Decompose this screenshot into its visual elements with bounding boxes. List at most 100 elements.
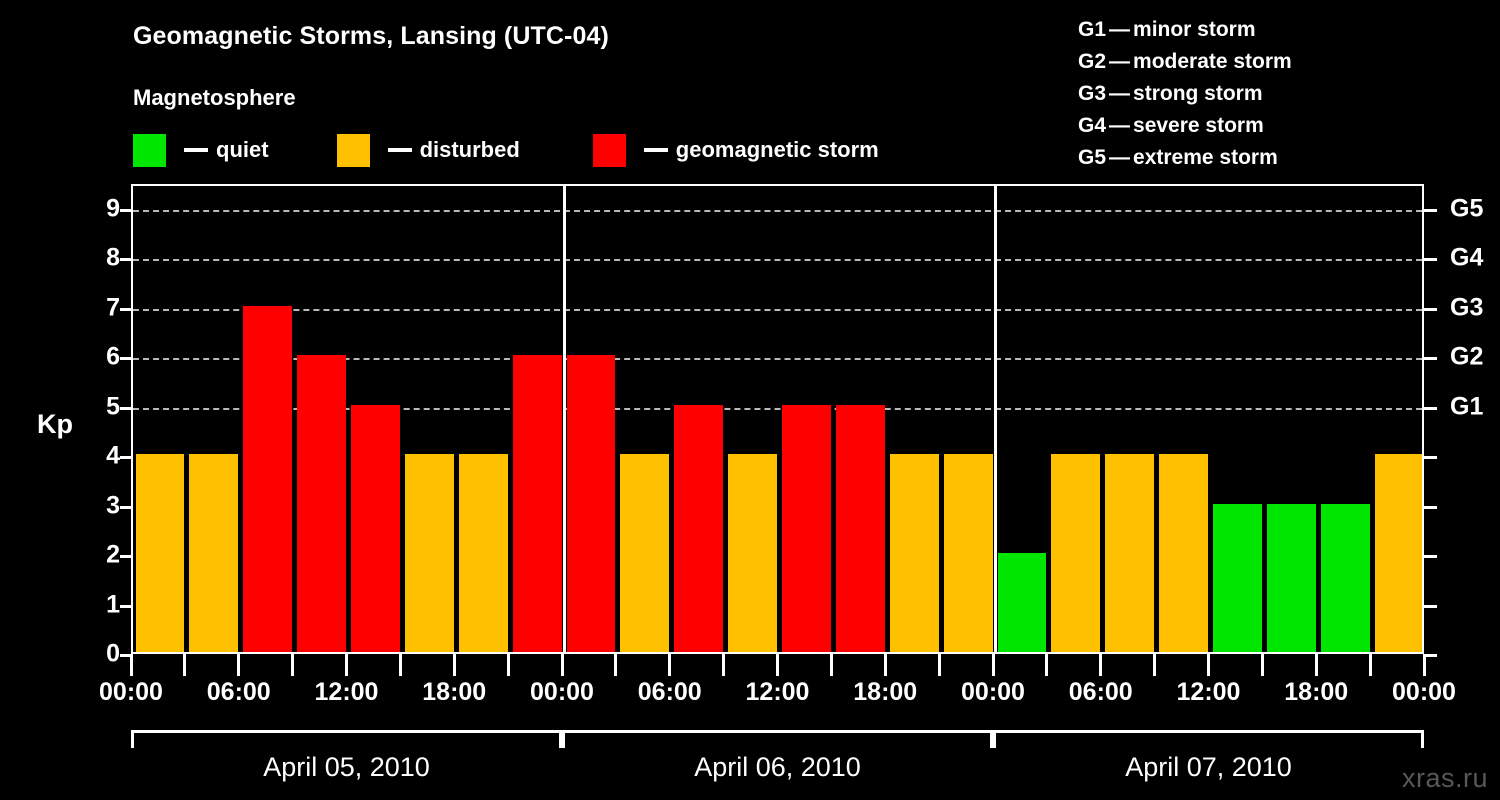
g-legend-row-g4: G4 — severe storm [1078,110,1292,142]
bar[interactable] [1374,454,1422,652]
legend-item-storm[interactable]: geomagnetic storm [592,132,879,168]
legend-label-quiet: quiet [216,137,269,162]
g-axis-tick-mark [1424,555,1437,559]
bar[interactable] [1051,454,1101,652]
legend-dash-icon [184,148,208,152]
watermark: xras.ru [1401,763,1488,793]
bar[interactable] [458,454,508,652]
g-legend-code: G1 [1078,18,1107,41]
x-tick-label: 12:00 [314,678,379,706]
y-tick-mark [120,604,132,608]
g-axis-tick-mark [1424,357,1437,361]
x-tick-mark [560,654,564,676]
x-axis: 00:00 06:00 12:00 18:00 00:00 06:00 12:00 18:00… [0,654,1500,724]
y-tick-label: 8 [106,243,120,272]
g-legend-row-g1: G1 — minor storm [1078,14,1292,46]
g-axis-label-g5: G5 [1450,194,1484,223]
x-tick-label: 06:00 [637,678,702,706]
y-tick-mark [120,258,132,262]
x-tick-label: 00:00 [530,678,594,706]
y-tick-mark [120,555,132,559]
bar[interactable] [1213,503,1262,652]
date-label: April 05, 2010 [263,752,430,782]
bar[interactable] [1159,454,1208,652]
bar[interactable] [512,355,562,652]
x-tick-mark [668,654,672,676]
g-legend-row-g2: G2 — moderate storm [1078,46,1292,78]
g-legend-code: G2 [1078,50,1107,73]
bar[interactable] [889,454,939,652]
legend-label-storm: geomagnetic storm [675,137,879,162]
g-legend-description: severe storm [1133,114,1264,137]
bar[interactable] [189,454,239,652]
page-title: Geomagnetic Storms, Lansing (UTC-04) [133,22,609,50]
bar[interactable] [1266,503,1316,652]
y-tick-label: 3 [106,491,120,520]
bar[interactable] [782,404,831,652]
x-tick-label: 18:00 [1284,678,1349,706]
y-tick-mark [120,307,132,311]
x-tick-mark [1368,654,1372,676]
legend-label-disturbed: disturbed [419,137,520,162]
x-tick-mark [1099,654,1103,676]
bar[interactable] [1105,454,1155,652]
g-legend-separator-icon: — [1109,114,1131,137]
g-axis-tick-mark [1424,208,1437,212]
x-tick-mark [345,654,348,676]
bar[interactable] [728,454,777,652]
plot-area [131,184,1424,654]
bar[interactable] [297,355,346,652]
x-tick-mark [129,654,133,676]
g-axis-label-g3: G3 [1450,293,1484,322]
bar[interactable] [135,454,185,652]
bar[interactable] [997,553,1047,652]
g-axis-tick-mark [1424,406,1437,410]
bar[interactable] [351,404,400,652]
bar[interactable] [835,404,885,652]
y-tick-label: 0 [106,639,120,668]
x-tick-label: 00:00 [99,678,163,706]
x-tick-label: 12:00 [745,678,810,706]
g-legend-code: G5 [1078,146,1107,169]
bar[interactable] [243,305,293,652]
bar[interactable] [674,404,724,652]
y-tick-mark [120,208,132,212]
y-axis-title: Kp [37,409,73,439]
x-tick-mark [1153,654,1157,676]
gridline-kp-8 [133,259,1422,262]
y-tick-label: 7 [106,293,120,322]
gridline-kp-5 [133,407,1422,410]
g-axis-tick-mark [1424,604,1437,608]
x-tick-mark [237,654,241,676]
bar[interactable] [943,454,993,652]
day-separator [562,186,566,652]
legend-dash-icon [643,148,668,152]
bar[interactable] [1320,503,1370,652]
y-tick-mark [120,505,132,509]
y-tick-label: 9 [106,194,120,223]
legend-swatch-storm-icon [592,133,626,167]
date-label: April 06, 2010 [694,752,861,782]
bar[interactable] [566,355,616,652]
bar[interactable] [404,454,454,652]
legend-item-disturbed[interactable]: disturbed [336,132,520,168]
g-axis-tick-mark [1424,654,1437,657]
x-tick-mark [991,654,995,676]
x-tick-label: 12:00 [1176,678,1241,706]
x-tick-label: 06:00 [206,678,271,706]
date-bracket [131,730,562,748]
legend-item-quiet[interactable]: quiet [133,132,269,168]
x-tick-mark [183,654,187,676]
day-separator [993,186,997,652]
g-legend-separator-icon: — [1109,82,1131,105]
legend-swatch-disturbed-icon [336,133,370,167]
x-tick-label: 00:00 [961,678,1025,706]
x-tick-label: 00:00 [1392,678,1456,706]
bar[interactable] [620,454,670,652]
x-tick-mark [1045,654,1049,676]
x-tick-mark [1207,654,1210,676]
x-tick-mark [1314,654,1318,676]
g-axis-tick-mark [1424,505,1437,509]
x-tick-label: 18:00 [422,678,487,706]
y-tick-label: 4 [106,441,120,470]
